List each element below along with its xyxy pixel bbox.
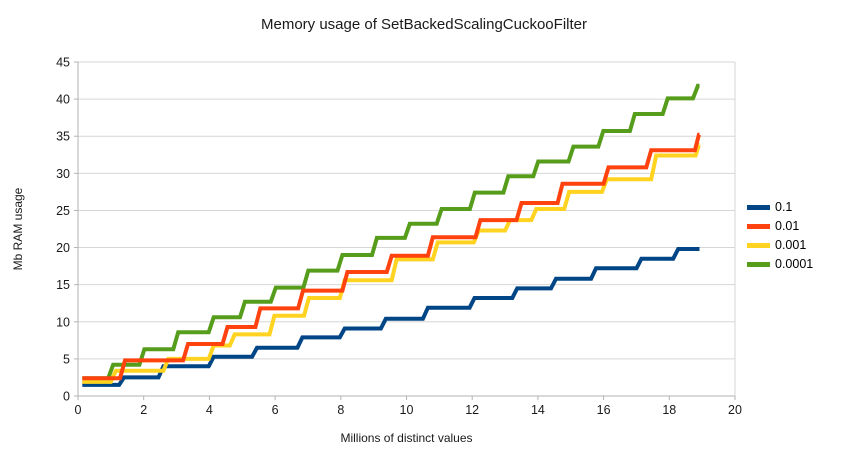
legend-item-0.0001: 0.0001 [747, 255, 813, 274]
x-tick-label: 20 [728, 403, 742, 417]
gridlines [78, 61, 735, 360]
legend-swatch-0.01 [747, 224, 770, 229]
y-axis-title: Mb RAM usage [11, 187, 25, 271]
legend-label-0.0001: 0.0001 [775, 257, 814, 271]
x-tick-label: 10 [400, 403, 414, 417]
legend-item-0.001: 0.001 [747, 236, 813, 255]
y-tick-label: 5 [63, 352, 70, 366]
y-tick-label: 20 [56, 241, 70, 255]
axes: 0 5 10 15 20 25 30 35 40 45 0 2 4 6 8 10 12 14 16 18 20 [56, 56, 742, 418]
x-tick-label: 12 [465, 403, 479, 417]
legend: 0.1 0.01 0.001 0.0001 [747, 198, 813, 274]
series-line-0.01 [82, 132, 701, 381]
chart-title: Memory usage of SetBackedScalingCuckooFi… [261, 16, 587, 33]
legend-label-0.001: 0.001 [775, 238, 807, 252]
x-tick-label: 6 [272, 403, 279, 417]
legend-label-0.01: 0.01 [775, 219, 800, 233]
x-tick-label: 18 [662, 403, 676, 417]
y-tick-label: 15 [56, 278, 70, 292]
legend-swatch-0.0001 [747, 262, 770, 267]
legend-item-0.1: 0.1 [747, 198, 813, 217]
legend-item-0.01: 0.01 [747, 217, 813, 236]
series-line-0.0001 [82, 83, 700, 381]
y-tick-label: 35 [56, 130, 70, 144]
x-tick-label: 8 [337, 403, 344, 417]
series-line-0.1 [82, 247, 700, 387]
y-tick-label: 45 [56, 56, 70, 70]
x-tick-label: 14 [531, 403, 545, 417]
legend-label-0.1: 0.1 [775, 200, 793, 214]
y-tick-label: 40 [56, 93, 70, 107]
y-tick-label: 0 [63, 390, 70, 404]
x-tick-label: 16 [597, 403, 611, 417]
x-tick-label: 4 [206, 403, 213, 417]
legend-swatch-0.001 [747, 243, 770, 248]
y-tick-label: 10 [56, 315, 70, 329]
y-tick-label: 25 [56, 204, 70, 218]
x-tick-label: 0 [75, 403, 82, 417]
x-axis-title: Millions of distinct values [340, 431, 473, 445]
x-tick-label: 2 [140, 403, 147, 417]
legend-swatch-0.1 [747, 205, 770, 210]
y-tick-label: 30 [56, 167, 70, 181]
